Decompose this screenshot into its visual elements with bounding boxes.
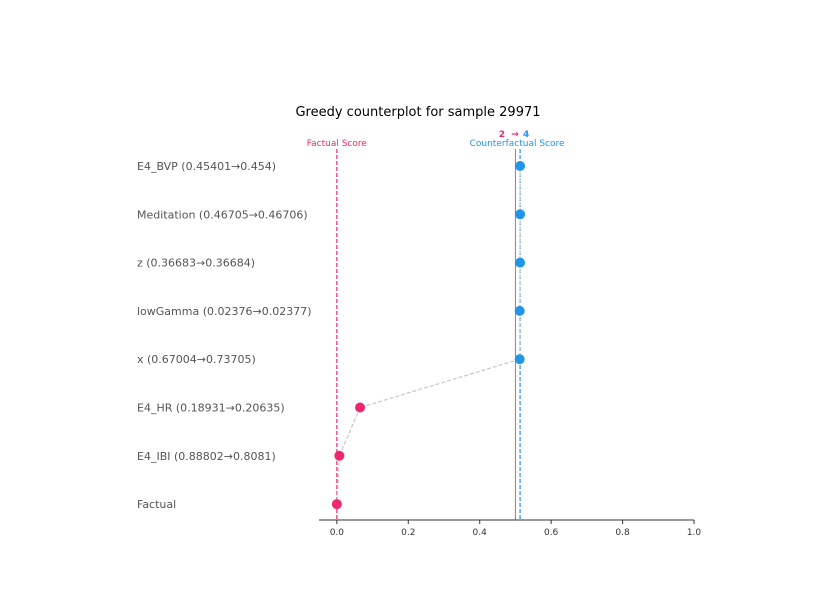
data-point xyxy=(515,209,526,220)
row-label: lowGamma (0.02376→0.02377) xyxy=(137,305,312,318)
class-change-header: 2 → 4 xyxy=(499,130,530,140)
path-segment xyxy=(338,407,361,457)
x-tick-label: 0.0 xyxy=(330,528,345,538)
counterfactual-score-label: Counterfactual Score xyxy=(470,139,565,149)
row-label: Meditation (0.46705→0.46706) xyxy=(137,208,308,221)
row-label: Factual xyxy=(137,498,176,511)
row-label: E4_IBI (0.88802→0.8081) xyxy=(137,450,276,463)
data-points xyxy=(331,161,526,510)
data-point xyxy=(334,450,345,461)
x-tick-label: 0.6 xyxy=(544,528,559,538)
path-segment xyxy=(359,358,520,409)
data-point xyxy=(514,305,525,316)
data-point xyxy=(355,402,366,413)
reference-lines xyxy=(336,149,521,520)
factual-score-label: Factual Score xyxy=(307,139,368,149)
row-label: z (0.36683→0.36684) xyxy=(137,257,255,270)
data-point xyxy=(515,161,526,171)
path-lines xyxy=(336,166,521,505)
path-segment xyxy=(336,455,340,505)
data-point xyxy=(514,354,525,365)
x-axis: 0.0 0.2 0.4 0.6 0.8 1.0 xyxy=(319,519,702,538)
class-change-arrow: → xyxy=(511,130,519,140)
x-tick-label: 0.2 xyxy=(401,528,415,538)
data-point xyxy=(515,257,526,268)
x-tick-label: 1.0 xyxy=(687,528,702,538)
x-tick-label: 0.8 xyxy=(615,528,630,538)
data-point xyxy=(331,499,342,510)
factual-class-label: 2 xyxy=(499,130,505,140)
x-tick-label: 0.4 xyxy=(473,528,488,538)
chart-title: Greedy counterplot for sample 29971 xyxy=(295,105,540,120)
row-label: E4_HR (0.18931→0.20635) xyxy=(137,402,285,415)
row-label: x (0.67004→0.73705) xyxy=(137,353,256,366)
row-labels: E4_BVP (0.45401→0.454) Meditation (0.4670… xyxy=(137,160,312,511)
counterfactual-class-label: 4 xyxy=(523,130,529,140)
row-label: E4_BVP (0.45401→0.454) xyxy=(137,160,276,173)
